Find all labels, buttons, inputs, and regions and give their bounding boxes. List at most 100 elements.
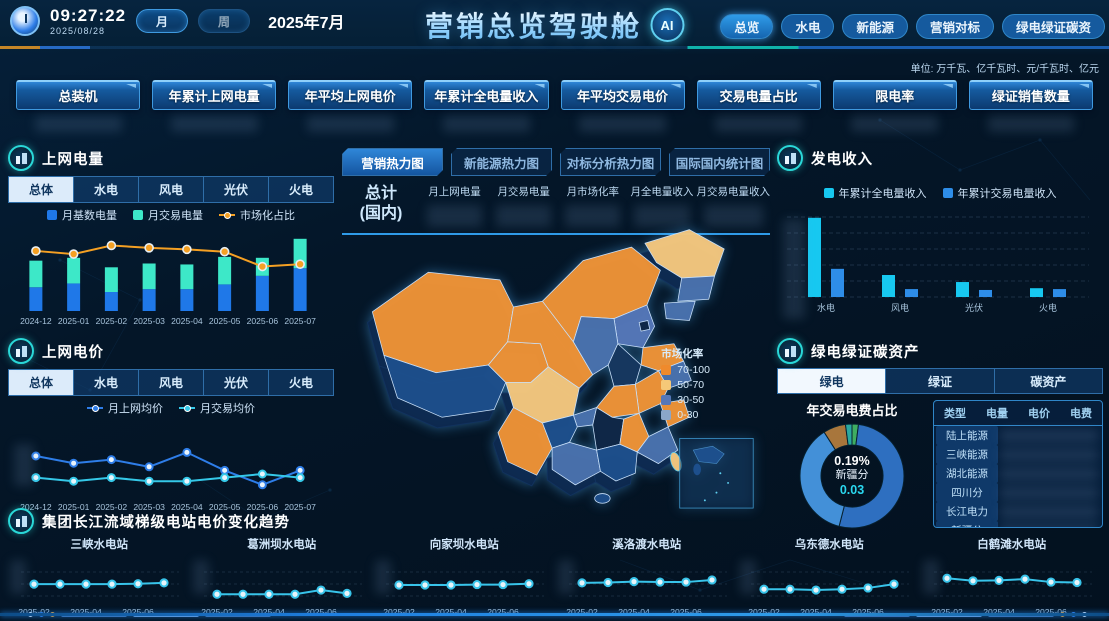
- cascade-price-trend-panel: 集团长江流域梯级电站电价变化趋势 三峡水电站 2025-02 2025-04 2025…: [8, 508, 1103, 617]
- map-provinces[interactable]: [371, 229, 725, 504]
- tab-total[interactable]: 总体: [9, 177, 74, 202]
- station-chart[interactable]: 乌东德水电站 2025-02 2025-04 2025-06: [738, 536, 921, 621]
- units-note: 单位: 万千瓦、亿千瓦时、元/千瓦时、亿元: [910, 64, 1099, 75]
- panel-icon: [777, 145, 803, 171]
- panel-icon: [8, 145, 34, 171]
- grid-price-chart[interactable]: 2024-12 2025-01 2025-02 2025-03 2025-04 2025-…: [8, 416, 334, 521]
- generation-revenue-chart[interactable]: 水电 风电 光伏 火电: [777, 201, 1103, 330]
- grid-energy-chart[interactable]: 2024-12 2025-01 2025-02 2025-03 2025-04 2025-…: [8, 223, 334, 336]
- table-row[interactable]: 三峡能源: [934, 445, 1102, 464]
- legend-swatch: [87, 404, 103, 412]
- panel-generation-revenue: 发电收入 年累计全电量收入 年累计交易电量收入 水电 风电 光伏 火电: [777, 145, 1103, 335]
- kpi-ytd-grid-energy[interactable]: 年累计上网电量: [152, 80, 277, 110]
- legend-swatch: [133, 210, 143, 220]
- tab-green-power[interactable]: 绿电: [778, 369, 887, 393]
- table-row[interactable]: 长江电力: [934, 502, 1102, 521]
- panel-title-label: 上网电价: [42, 344, 104, 361]
- svg-text:2025-02: 2025-02: [566, 607, 598, 617]
- tab-benchmark-heatmap[interactable]: 对标分析热力图: [560, 148, 661, 176]
- legend-item[interactable]: 月交易均价: [179, 400, 255, 416]
- nav-tab-overview[interactable]: 总览: [720, 14, 774, 39]
- legend-item[interactable]: 年累计交易电量收入: [942, 185, 1057, 201]
- station-chart[interactable]: 白鹤滩水电站 2025-02 2025-04 2025-06: [921, 536, 1104, 621]
- axis-redacted: [557, 560, 574, 594]
- tab-total[interactable]: 总体: [9, 370, 74, 395]
- china-market-heatmap[interactable]: [342, 220, 770, 510]
- tab-thermal[interactable]: 火电: [288, 376, 313, 390]
- tab-carbon-asset[interactable]: 碳资产: [1030, 374, 1067, 389]
- kpi-ytd-revenue[interactable]: 年累计全电量收入: [424, 80, 549, 110]
- tab-intl-domestic-stats[interactable]: 国际国内统计图: [669, 148, 770, 176]
- grid-energy-tabs: 总体 水电 风电 光伏 火电: [8, 176, 334, 203]
- axis-redacted: [192, 560, 209, 594]
- svg-text:风电: 风电: [891, 302, 909, 313]
- kpi-avg-grid-price[interactable]: 年平均上网电价: [288, 80, 413, 110]
- table-row[interactable]: 四川分: [934, 483, 1102, 502]
- tab-green-cert[interactable]: 绿证: [886, 369, 995, 393]
- legend-item[interactable]: 年累计全电量收入: [823, 185, 927, 201]
- svg-text:2025-04: 2025-04: [800, 607, 832, 617]
- tab-newenergy-heatmap[interactable]: 新能源热力图: [451, 148, 552, 176]
- station-chart[interactable]: 葛洲坝水电站 2025-02 2025-04 2025-06: [191, 536, 374, 621]
- legend-item[interactable]: 月基数电量: [47, 207, 117, 223]
- nav-tab-newenergy[interactable]: 新能源: [842, 14, 908, 39]
- svg-text:2025-05: 2025-05: [209, 502, 241, 512]
- total-label: 总计 (国内): [359, 185, 403, 222]
- svg-text:2025-07: 2025-07: [284, 502, 316, 512]
- heatmap-tabs: 营销热力图 新能源热力图 对标分析热力图 国际国内统计图: [342, 148, 770, 176]
- nav-tab-green[interactable]: 绿电绿证碳资: [1001, 14, 1105, 39]
- kpi-total-capacity[interactable]: 总装机: [16, 80, 141, 110]
- trade-fee-donut-chart[interactable]: 0.19% 新疆分 0.03: [797, 421, 907, 531]
- kpi-avg-trade-price[interactable]: 年平均交易电价: [560, 80, 685, 110]
- tab-hydro[interactable]: 水电: [74, 177, 139, 202]
- table-row[interactable]: 新疆分: [934, 521, 1102, 527]
- nav-tab-benchmark[interactable]: 营销对标: [915, 14, 994, 39]
- svg-text:2025-02: 2025-02: [201, 607, 233, 617]
- tab-wind[interactable]: 风电: [139, 370, 204, 395]
- kpi-cell: 限电率: [832, 80, 957, 132]
- legend-swatch: [823, 188, 834, 198]
- kpi-cell: 总装机: [16, 80, 141, 132]
- tab-solar[interactable]: 光伏: [204, 177, 269, 202]
- legend-item[interactable]: 市场化占比: [219, 207, 295, 223]
- kpi-curtailment-rate[interactable]: 限电率: [832, 80, 957, 110]
- month-toggle-button[interactable]: 月: [136, 9, 189, 33]
- kpi-green-cert-sales[interactable]: 绿证销售数量: [968, 80, 1093, 110]
- grid-price-tabs: 总体 水电 风电 光伏 火电: [8, 369, 334, 396]
- tab-marketing-heatmap[interactable]: 营销热力图: [342, 148, 443, 176]
- station-chart[interactable]: 向家坝水电站 2025-02 2025-04 2025-06: [373, 536, 556, 621]
- tab-wind[interactable]: 风电: [139, 177, 204, 202]
- legend-swatch: [661, 365, 672, 375]
- ai-assistant-button[interactable]: AI: [650, 8, 685, 42]
- kpi-trade-ratio[interactable]: 交易电量占比: [696, 80, 821, 110]
- table-row[interactable]: 湖北能源: [934, 464, 1102, 483]
- station-name: 白鹤滩水电站: [977, 539, 1047, 551]
- station-name: 溪洛渡水电站: [612, 539, 682, 551]
- svg-text:2025-03: 2025-03: [133, 316, 165, 326]
- header-nav: 总览 水电 新能源 营销对标 绿电绿证碳资: [720, 14, 1105, 39]
- kpi-cell: 年累计全电量收入: [424, 80, 549, 132]
- stat-value-redacted: [426, 205, 483, 227]
- kpi-cell: 年累计上网电量: [152, 80, 277, 132]
- legend-swatch: [661, 410, 672, 420]
- tab-thermal[interactable]: 火电: [288, 183, 313, 197]
- kpi-value-redacted: [170, 116, 258, 132]
- station-name: 三峡水电站: [70, 539, 129, 551]
- legend-item[interactable]: 月上网均价: [87, 400, 163, 416]
- table-row[interactable]: 陆上能源: [934, 426, 1102, 445]
- svg-text:2024-12: 2024-12: [20, 316, 52, 326]
- svg-text:2025-06: 2025-06: [247, 316, 279, 326]
- tab-solar[interactable]: 光伏: [204, 370, 269, 395]
- nav-tab-hydro[interactable]: 水电: [781, 14, 835, 39]
- legend-item[interactable]: 月交易电量: [133, 207, 203, 223]
- tab-hydro[interactable]: 水电: [74, 370, 139, 395]
- station-chart[interactable]: 溪洛渡水电站 2025-02 2025-04 2025-06: [556, 536, 739, 621]
- svg-text:2025-04: 2025-04: [618, 607, 650, 617]
- map-inset-south-sea: [679, 438, 754, 509]
- svg-text:2025-02: 2025-02: [748, 607, 780, 617]
- axis-redacted: [10, 560, 26, 594]
- svg-text:2025-04: 2025-04: [171, 502, 203, 512]
- week-toggle-button[interactable]: 周: [198, 9, 251, 33]
- station-chart[interactable]: 三峡水电站 2025-02 2025-04 2025-06: [8, 536, 191, 621]
